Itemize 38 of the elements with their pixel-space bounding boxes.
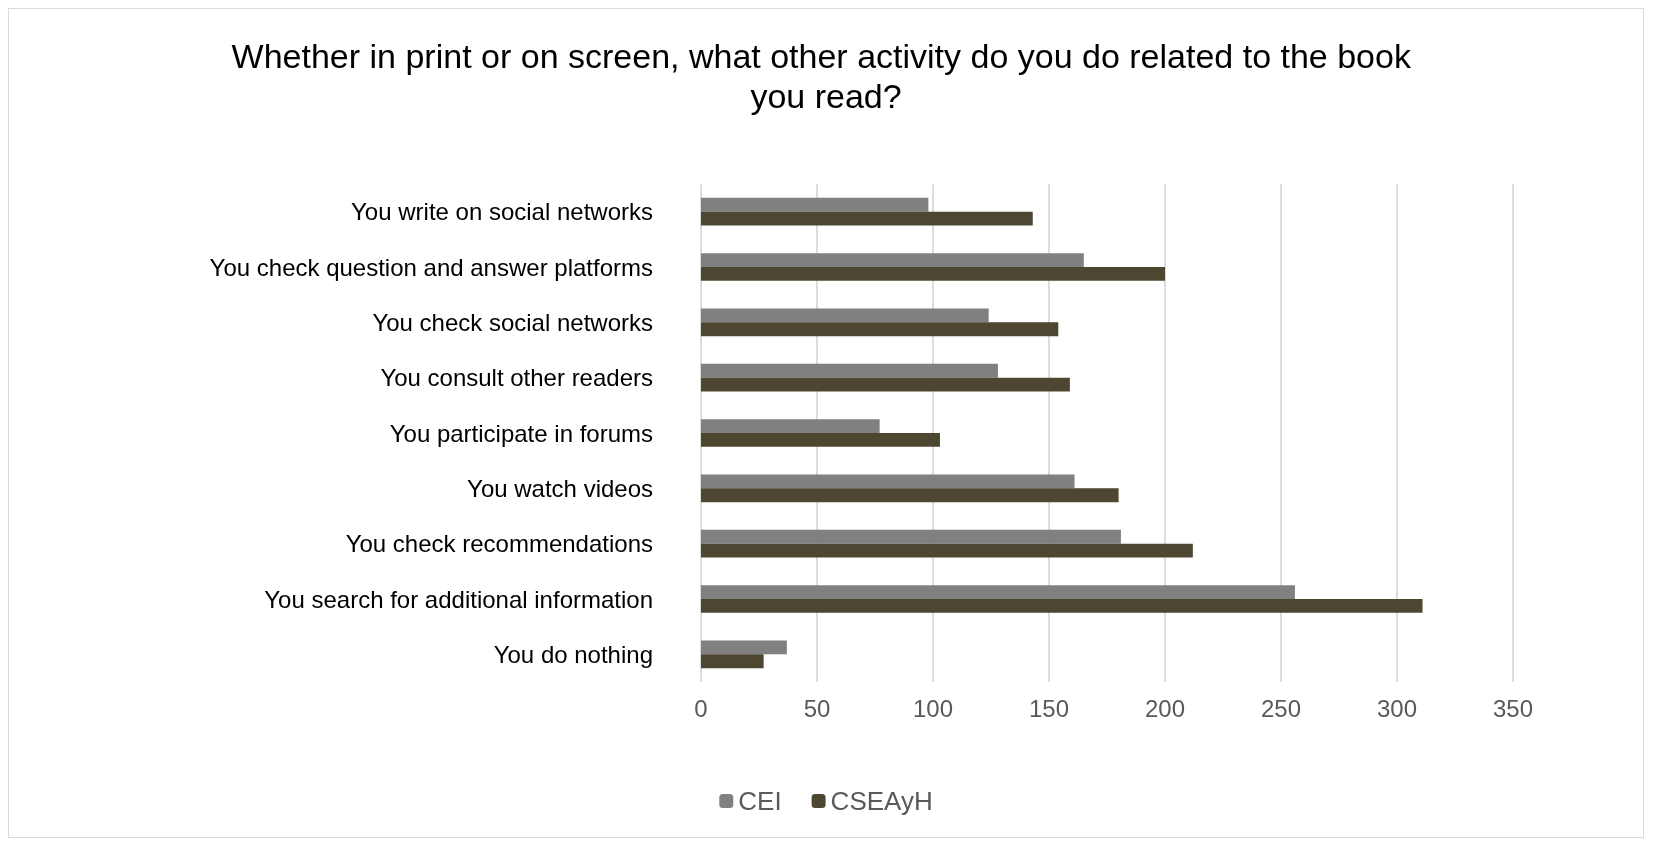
- y-tick-label: You watch videos: [467, 474, 653, 502]
- x-tick-label: 200: [1144, 694, 1186, 722]
- x-tick-label: 150: [1028, 694, 1070, 722]
- bar: [701, 419, 880, 433]
- y-tick-label: You write on social networks: [351, 198, 653, 226]
- bar: [701, 363, 998, 378]
- bar: [701, 253, 1084, 267]
- x-tick-label: 350: [1492, 694, 1534, 722]
- legend-label: CSEAyH: [830, 786, 933, 816]
- y-tick-label: You do nothing: [493, 640, 653, 668]
- y-tick-label: You check social networks: [372, 308, 653, 336]
- bar: [701, 474, 1075, 489]
- legend-label: CEI: [738, 786, 782, 816]
- x-tick-label: 300: [1376, 694, 1418, 722]
- y-tick-label: You check question and answer platforms: [209, 253, 653, 281]
- bar: [701, 322, 1059, 337]
- bar: [701, 640, 787, 655]
- bar: [701, 654, 764, 669]
- bar: [701, 211, 1033, 226]
- bar: [701, 377, 1070, 392]
- bar: [701, 585, 1295, 599]
- y-tick-label: You consult other readers: [380, 364, 653, 392]
- bar: [701, 267, 1165, 281]
- bar: [701, 308, 989, 323]
- y-tick-label: You search for additional information: [264, 585, 653, 613]
- chart-title: Whether in print or on screen, what other activity do you do related to the book you read?: [231, 37, 1421, 115]
- bar: [701, 433, 940, 447]
- bar: [701, 599, 1423, 613]
- x-tick-label: 100: [912, 694, 954, 722]
- bar: [701, 529, 1121, 544]
- bar: [701, 197, 929, 212]
- x-tick-label: 250: [1260, 694, 1302, 722]
- bar: [701, 543, 1193, 558]
- x-tick-label: 50: [803, 694, 831, 722]
- y-tick-label: You participate in forums: [389, 419, 653, 447]
- y-tick-label: You check recommendations: [345, 530, 653, 558]
- x-tick-label: 0: [694, 694, 708, 722]
- bar: [701, 488, 1119, 503]
